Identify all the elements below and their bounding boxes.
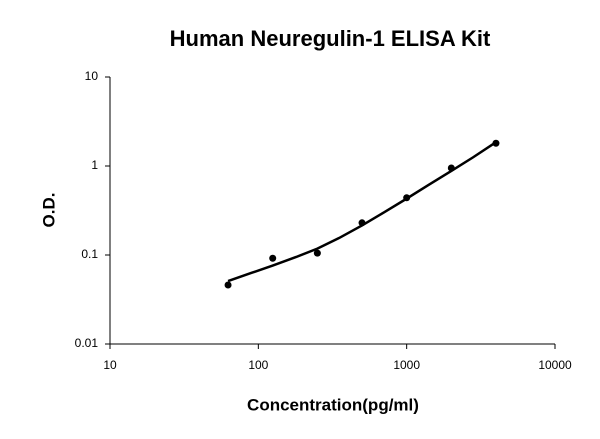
x-tick-label: 10000 [538, 358, 572, 372]
data-point [269, 254, 277, 262]
chart-title: Human Neuregulin-1 ELISA Kit [170, 26, 491, 51]
data-point [313, 249, 321, 257]
y-tick-label: 0.1 [81, 247, 98, 261]
x-axis-label: Concentration(pg/ml) [247, 395, 419, 414]
x-tick-label: 100 [248, 358, 268, 372]
y-tick-label: 10 [85, 69, 99, 83]
y-tick-label: 0.01 [75, 336, 99, 350]
y-axis-label: O.D. [39, 193, 58, 228]
x-tick-label: 1000 [393, 358, 420, 372]
y-tick-label: 1 [91, 158, 98, 172]
x-tick-label: 10 [103, 358, 117, 372]
fit-curve [227, 141, 497, 283]
data-point [224, 281, 232, 289]
